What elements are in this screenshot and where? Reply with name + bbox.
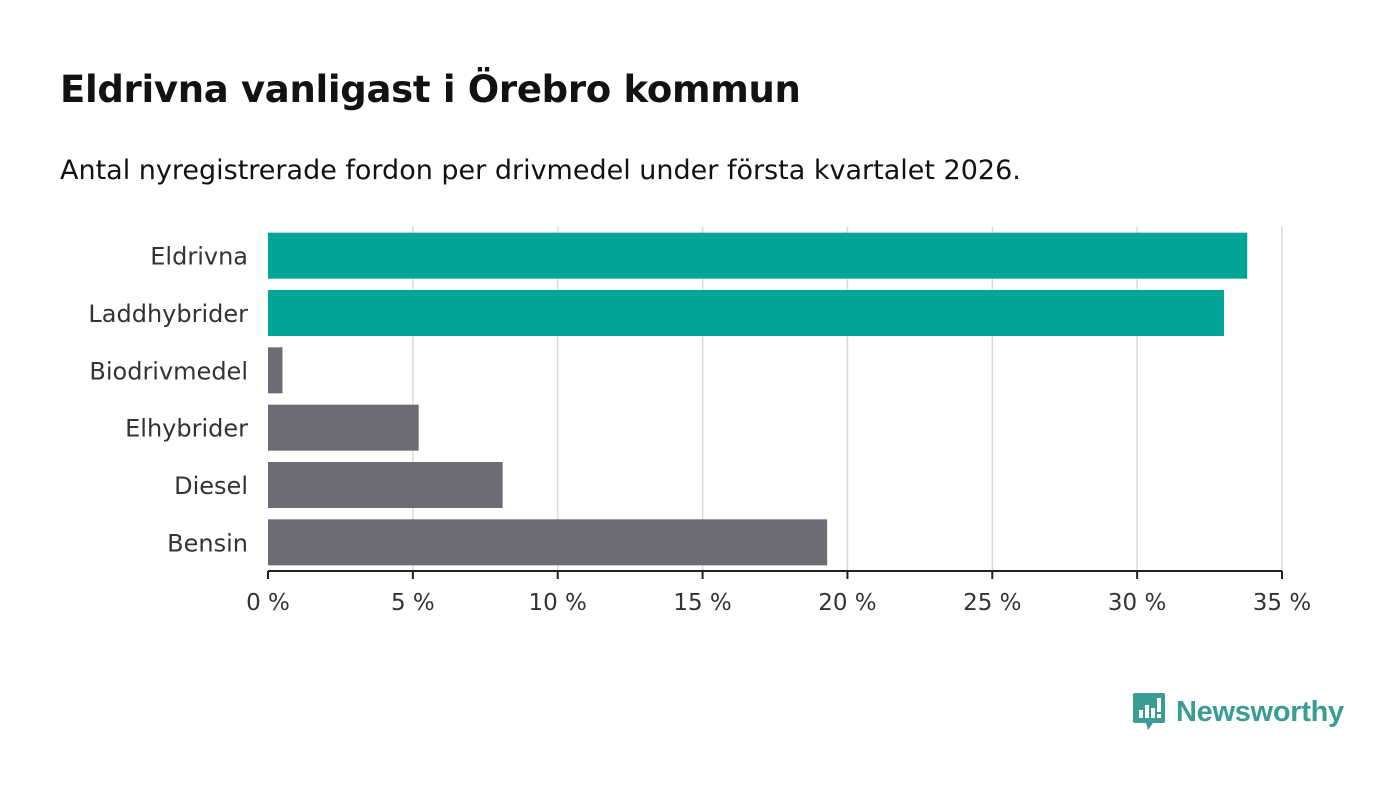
x-tick-label-4: 20 % xyxy=(818,590,876,616)
bar-eldrivna xyxy=(268,232,1248,279)
bar-diesel xyxy=(268,462,503,508)
newsworthy-logo-icon xyxy=(1133,693,1165,730)
x-tick-label-0: 0 % xyxy=(246,590,290,616)
chart-title: Eldrivna vanligast i Örebro kommun xyxy=(60,68,801,111)
x-tick-label-7: 35 % xyxy=(1253,590,1311,616)
bar-biodrivmedel xyxy=(268,347,283,394)
x-tick-label-5: 25 % xyxy=(963,590,1021,616)
category-label-eldrivna: Eldrivna xyxy=(150,243,248,271)
bar-bensin xyxy=(268,519,828,566)
category-label-diesel: Diesel xyxy=(174,472,248,500)
category-label-biodrivmedel: Biodrivmedel xyxy=(89,357,248,385)
x-tick-label-3: 15 % xyxy=(673,590,731,616)
newsworthy-logo: Newsworthy xyxy=(1132,692,1344,732)
x-tick-label-1: 5 % xyxy=(391,590,435,616)
category-label-laddhybrider: Laddhybrider xyxy=(88,300,248,328)
x-tick-label-2: 10 % xyxy=(528,590,586,616)
category-label-elhybrider: Elhybrider xyxy=(125,415,248,443)
x-tick-label-6: 30 % xyxy=(1108,590,1166,616)
chart-subtitle: Antal nyregistrerade fordon per drivmede… xyxy=(60,155,1021,186)
bar-laddhybrider xyxy=(268,290,1225,336)
bar-elhybrider xyxy=(268,404,419,451)
newsworthy-logo-text: Newsworthy xyxy=(1176,695,1344,728)
category-label-bensin: Bensin xyxy=(167,529,248,557)
